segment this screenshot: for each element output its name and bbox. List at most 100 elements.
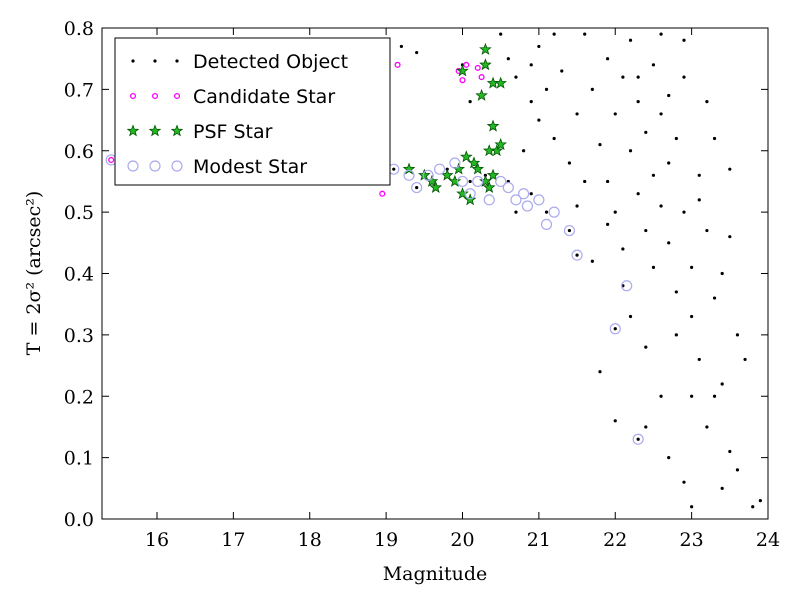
point: [690, 265, 694, 269]
point: [502, 181, 514, 194]
point: [482, 144, 496, 157]
legend-marker: [170, 124, 184, 137]
legend-marker: [129, 92, 137, 100]
y-tick-label: 0.1: [64, 448, 94, 470]
point: [479, 58, 492, 71]
legend-label: Modest Star: [193, 156, 307, 178]
point: [682, 480, 686, 484]
point: [468, 179, 472, 184]
point: [636, 437, 640, 441]
x-tick-label: 22: [603, 529, 627, 551]
point: [575, 253, 579, 257]
point: [567, 161, 572, 165]
point: [394, 61, 401, 68]
point: [494, 137, 507, 150]
point: [474, 64, 481, 71]
point: [674, 136, 678, 141]
point: [682, 210, 686, 214]
point: [544, 87, 549, 91]
y-tick-label: 0.6: [64, 141, 94, 163]
point: [468, 100, 472, 104]
legend-marker: [153, 59, 157, 63]
point: [644, 228, 648, 233]
point: [690, 314, 694, 319]
point: [494, 76, 507, 89]
point: [495, 175, 507, 188]
point: [743, 357, 747, 362]
point: [697, 357, 701, 362]
legend-marker: [127, 160, 139, 172]
point: [621, 75, 625, 79]
legend-label: Detected Object: [193, 51, 348, 73]
point: [108, 156, 115, 164]
point: [429, 180, 443, 193]
point: [552, 136, 556, 141]
x-tick-label: 24: [756, 529, 780, 551]
point: [452, 162, 465, 175]
point: [537, 44, 541, 49]
point: [659, 112, 663, 116]
point: [659, 204, 663, 208]
point: [379, 190, 386, 197]
point: [651, 265, 656, 269]
point: [644, 425, 648, 429]
point: [448, 174, 462, 187]
point: [728, 449, 732, 454]
point: [705, 228, 709, 233]
x-tick-label: 17: [221, 529, 245, 551]
point: [529, 63, 533, 67]
legend-marker: [126, 124, 140, 137]
point: [402, 162, 416, 175]
legend-marker: [175, 59, 179, 63]
point: [583, 179, 587, 184]
point: [403, 169, 415, 181]
point: [459, 77, 466, 84]
point: [674, 333, 678, 337]
point: [529, 192, 533, 196]
x-tick-label: 21: [527, 529, 551, 551]
point: [483, 194, 495, 206]
x-tick-label: 23: [680, 529, 704, 551]
point: [575, 204, 579, 208]
point: [621, 280, 633, 292]
point: [667, 93, 671, 98]
point: [609, 323, 621, 335]
point: [690, 394, 694, 398]
point: [456, 187, 469, 200]
point: [472, 175, 484, 188]
point: [571, 249, 583, 261]
point: [667, 161, 671, 165]
legend-box: [114, 37, 391, 186]
point: [720, 271, 724, 276]
point: [544, 210, 549, 214]
legend-marker: [151, 92, 159, 100]
y-tick-label: 0.7: [64, 79, 94, 101]
point: [705, 425, 709, 429]
point: [735, 468, 740, 472]
point: [613, 210, 617, 214]
point: [464, 188, 476, 200]
point: [720, 486, 724, 490]
point: [636, 75, 640, 79]
point: [514, 75, 518, 79]
point: [486, 119, 500, 132]
point: [667, 241, 671, 245]
point: [563, 224, 576, 237]
point: [636, 100, 640, 104]
point: [659, 32, 663, 36]
x-axis-label: Magnitude: [383, 563, 488, 585]
point: [590, 87, 594, 91]
point: [521, 200, 534, 212]
point: [712, 296, 717, 300]
point: [674, 290, 678, 294]
point: [613, 327, 617, 331]
point: [506, 57, 510, 61]
point: [475, 88, 488, 101]
legend-marker: [173, 92, 181, 100]
point: [606, 57, 610, 61]
point: [415, 50, 419, 55]
point: [667, 456, 671, 460]
point: [415, 185, 419, 190]
point: [628, 314, 633, 319]
